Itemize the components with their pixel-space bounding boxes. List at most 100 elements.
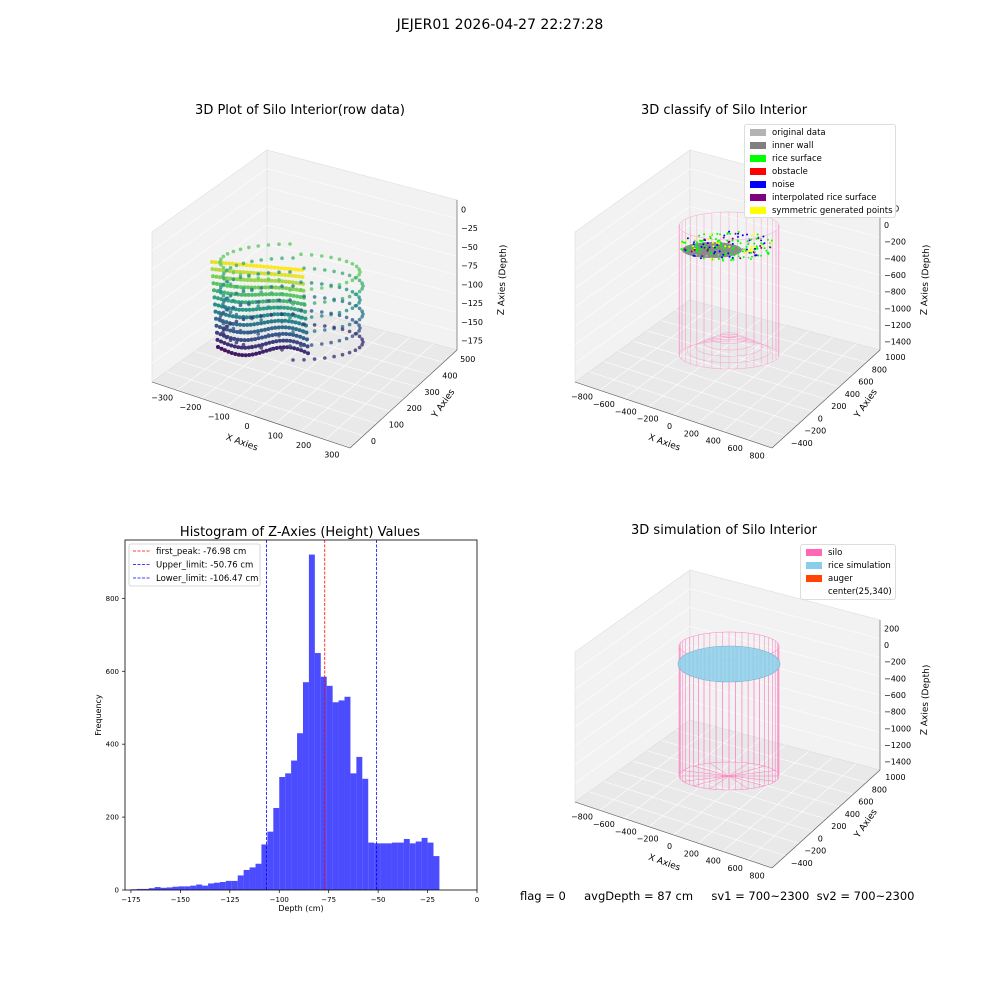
surface-point	[233, 352, 238, 356]
pane-left	[574, 149, 691, 383]
surface-point	[248, 322, 253, 327]
classified-point	[717, 257, 720, 260]
wall-point	[354, 292, 359, 297]
classified-point	[722, 236, 725, 239]
legend-label: original data	[772, 128, 826, 138]
legend-swatch	[750, 155, 766, 162]
surface-point	[293, 274, 298, 279]
y-tick-label: 800	[106, 595, 119, 603]
grid-line	[618, 770, 813, 832]
surface-point	[276, 318, 281, 323]
z-tick-label: −400	[884, 254, 906, 263]
surface-point	[291, 287, 296, 292]
wall-point	[269, 285, 274, 289]
pane-back	[689, 569, 881, 771]
classified-point	[714, 253, 717, 255]
wall-point	[266, 271, 271, 275]
classified-point	[727, 241, 730, 244]
classified-point	[716, 245, 719, 248]
surface-point	[235, 284, 240, 289]
wall-point	[228, 266, 233, 270]
surface-point	[225, 291, 230, 296]
classified-point	[707, 248, 710, 251]
legend-entry: silo	[806, 547, 842, 559]
classified-point	[686, 245, 689, 248]
surface-point	[254, 307, 259, 312]
grid-line	[589, 371, 786, 437]
classified-point	[753, 242, 756, 245]
classified-point	[720, 256, 723, 259]
wall-point	[332, 269, 336, 274]
wall-point	[353, 292, 358, 297]
wall-point	[312, 323, 317, 327]
surface-point	[252, 271, 256, 275]
grid-line	[166, 371, 364, 437]
surface-point	[284, 292, 289, 297]
classified-point	[763, 242, 766, 245]
surface-point	[212, 295, 217, 300]
surface-point	[266, 278, 271, 283]
grid-line	[151, 168, 268, 251]
y-tick-label: 500	[460, 355, 475, 364]
classified-point	[737, 247, 740, 249]
silo-floor-ring	[712, 334, 746, 344]
surface-point	[293, 313, 298, 318]
surface-point	[245, 322, 250, 327]
wall-point	[353, 348, 358, 353]
wall-point	[302, 266, 306, 271]
grid-line	[176, 306, 291, 391]
surface-point	[238, 270, 243, 274]
wall-point	[337, 313, 342, 318]
surface-point	[216, 303, 221, 308]
grid-line	[180, 361, 377, 424]
classified-point	[681, 242, 684, 245]
histogram-bar	[338, 700, 345, 890]
wall-point	[329, 283, 333, 288]
surface-point	[263, 334, 268, 339]
grid-line	[648, 318, 762, 407]
wall-point	[234, 340, 239, 345]
surface-point	[232, 344, 237, 349]
surface-point	[234, 322, 239, 327]
classified-point	[742, 247, 745, 250]
classified-point	[698, 234, 701, 237]
classified-point	[709, 237, 712, 240]
y-tick-label: 800	[872, 365, 887, 374]
grid-line	[689, 280, 881, 332]
legend-swatch	[806, 562, 822, 569]
surface-point	[269, 326, 274, 331]
grid-line	[574, 607, 691, 690]
surface-point	[216, 260, 221, 265]
wall-point	[291, 284, 295, 288]
legend-swatch	[750, 168, 766, 175]
histogram-ylabel: Frequency	[94, 694, 103, 736]
surface-point	[292, 300, 297, 305]
z-tick-label: −200	[884, 238, 906, 247]
surface-point	[232, 292, 237, 297]
surface-point	[304, 323, 308, 328]
surface-point	[252, 329, 257, 334]
wall-point	[219, 291, 223, 295]
classified-point	[702, 239, 705, 242]
wall-point	[360, 337, 364, 342]
raw-plot-title: 3D Plot of Silo Interior(row data)	[195, 103, 405, 118]
surface-point	[228, 336, 233, 341]
classified-point	[754, 247, 756, 250]
y-tick-label: 200	[106, 814, 119, 822]
surface-point	[223, 312, 228, 317]
wall-point	[291, 358, 295, 362]
wall-point	[344, 287, 349, 292]
y-axis-line	[771, 349, 881, 449]
wall-point	[288, 344, 292, 348]
x-axis-line	[574, 801, 773, 869]
surface-point	[216, 296, 220, 301]
surface-point	[219, 346, 224, 351]
x-tick-label: 400	[706, 437, 721, 446]
histogram-bar	[344, 696, 351, 890]
wall-point	[256, 332, 261, 336]
silo-floor-spoke	[728, 770, 776, 777]
wall-point	[247, 245, 251, 250]
classified-point	[695, 248, 697, 251]
classified-point	[699, 239, 702, 242]
surface-point	[241, 315, 246, 320]
